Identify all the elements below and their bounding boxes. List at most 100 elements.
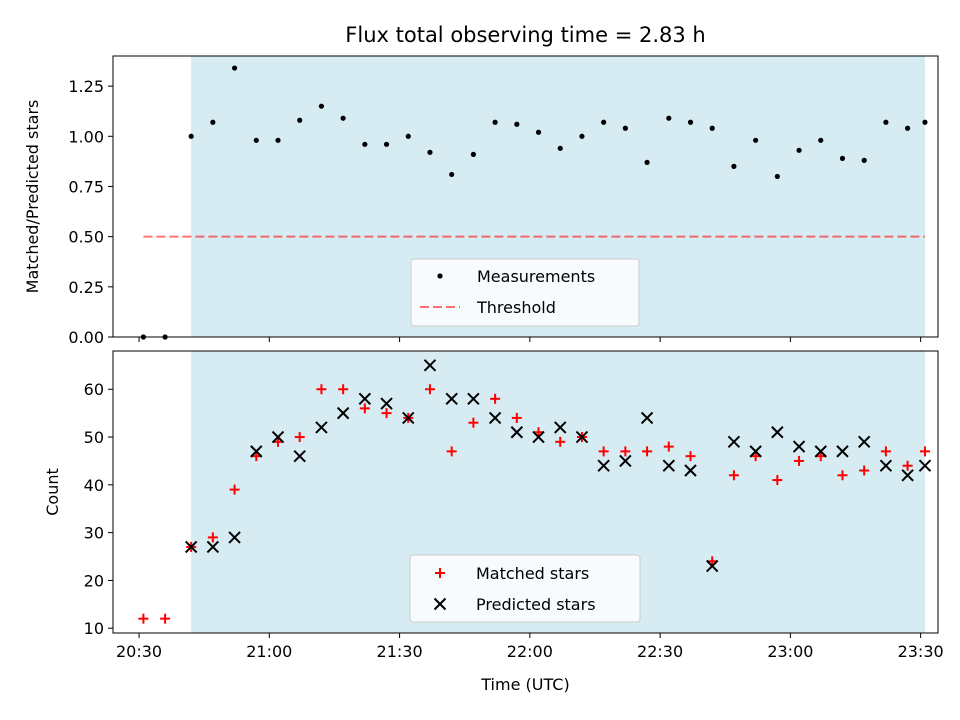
measurement-point — [601, 119, 607, 125]
y-tick-label: 0.25 — [68, 278, 104, 297]
legend-predicted-marker — [433, 597, 447, 611]
measurement-point — [340, 115, 346, 121]
matched-star-point — [490, 393, 501, 404]
predicted-star-point — [380, 397, 393, 410]
predicted-star-point — [423, 359, 437, 372]
measurement-point — [774, 173, 780, 180]
x-stroke-b — [532, 430, 545, 444]
predicted-star-point — [467, 392, 480, 406]
x-tick-label: 21:00 — [246, 642, 292, 661]
matched-star-point — [381, 408, 392, 419]
y-tick-label: 0.50 — [68, 228, 104, 247]
x-stroke-b — [336, 406, 350, 420]
legend-plus — [435, 568, 445, 578]
matched-star-point — [642, 446, 653, 457]
predicted-star-point — [358, 392, 372, 406]
measurement-point — [622, 125, 628, 131]
predicted-star-point — [857, 435, 871, 449]
x-stroke-b — [315, 421, 328, 434]
legend-matched-label: Matched stars — [476, 564, 589, 583]
bottom-legend: Matched stars Predicted stars — [409, 554, 641, 623]
legend-predicted-label: Predicted stars — [476, 595, 596, 614]
measurement-point — [753, 137, 759, 143]
matched-star-point — [229, 484, 240, 495]
matched-star-point — [273, 436, 283, 447]
x-stroke-b — [423, 359, 437, 372]
matched-star-point — [511, 412, 522, 423]
matched-star-point — [750, 451, 761, 462]
x-stroke-b — [857, 435, 871, 449]
x-stroke-b — [488, 411, 502, 425]
matched-star-point — [446, 446, 457, 457]
x-stroke-b — [706, 559, 719, 573]
measurement-point — [883, 119, 889, 125]
matched-star-point — [533, 427, 544, 438]
measurement-point — [666, 115, 672, 121]
x-axis-label: Time (UTC) — [480, 675, 569, 694]
y-tick-label: 30 — [84, 524, 104, 543]
x-stroke-b — [445, 392, 458, 406]
predicted-star-point — [488, 411, 502, 425]
y-tick-label: 40 — [84, 476, 104, 495]
x-stroke-b — [358, 392, 372, 406]
predicted-star-point — [597, 459, 610, 472]
y-tick-label: 10 — [84, 619, 104, 638]
matched-star-point — [138, 613, 149, 624]
measurement-point — [818, 137, 824, 143]
measurement-point — [405, 133, 411, 139]
y-tick-label: 60 — [84, 380, 104, 399]
legend-measurements-label: Measurements — [477, 267, 595, 286]
x-tick-label: 21:30 — [377, 642, 423, 661]
matched-star-point — [685, 451, 696, 462]
top-x-ticks — [138, 337, 922, 342]
x-stroke-b — [402, 411, 415, 425]
matched-star-point — [728, 470, 739, 481]
predicted-star-point — [336, 406, 350, 420]
x-stroke-b — [727, 435, 741, 449]
x-stroke-b — [206, 540, 220, 554]
top-legend-box — [410, 258, 640, 327]
legend-threshold-label: Threshold — [476, 298, 556, 317]
matched-star-point — [837, 470, 848, 481]
matched-stars-points — [138, 384, 930, 624]
matched-star-point — [859, 465, 870, 476]
bottom-legend-box — [409, 554, 641, 623]
matched-star-point — [902, 460, 913, 471]
bottom-y-ticks: 10 20 30 40 50 60 — [84, 380, 113, 638]
y-tick-label: 0.00 — [68, 328, 104, 347]
y-tick-label: 1.25 — [68, 77, 104, 96]
measurement-point — [579, 133, 585, 139]
measurement-point — [297, 117, 303, 123]
matched-star-point — [707, 556, 718, 567]
measurement-point — [470, 151, 476, 157]
x-stroke-b — [228, 531, 241, 544]
x-stroke-b — [640, 411, 654, 425]
matched-star-point — [620, 446, 631, 457]
measurement-point — [253, 137, 259, 143]
x-stroke-b — [554, 421, 567, 434]
measurement-points — [140, 65, 928, 340]
matched-star-point — [598, 446, 609, 457]
measurement-point — [318, 103, 325, 109]
legend-measurements-marker — [437, 273, 443, 279]
predicted-star-point — [510, 426, 524, 439]
matched-star-point — [294, 432, 305, 443]
predicted-star-point — [727, 435, 741, 449]
predicted-star-point — [662, 459, 675, 472]
x-stroke-b — [433, 597, 447, 611]
matched-star-point — [794, 455, 805, 466]
x-stroke-b — [918, 459, 932, 472]
measurement-point — [535, 129, 542, 135]
predicted-star-point — [640, 411, 654, 425]
matched-star-point — [316, 384, 327, 395]
matched-star-point — [424, 384, 435, 395]
top-y-ticks: 0.00 0.25 0.50 0.75 1.00 1.25 — [68, 77, 113, 347]
y-tick-label: 1.00 — [68, 127, 104, 146]
matched-star-point — [160, 613, 171, 624]
matched-star-point — [880, 446, 891, 457]
predicted-star-point — [293, 449, 306, 463]
predicted-star-point — [749, 445, 762, 458]
top-axes-frame — [112, 55, 939, 338]
measurement-point — [905, 125, 911, 131]
